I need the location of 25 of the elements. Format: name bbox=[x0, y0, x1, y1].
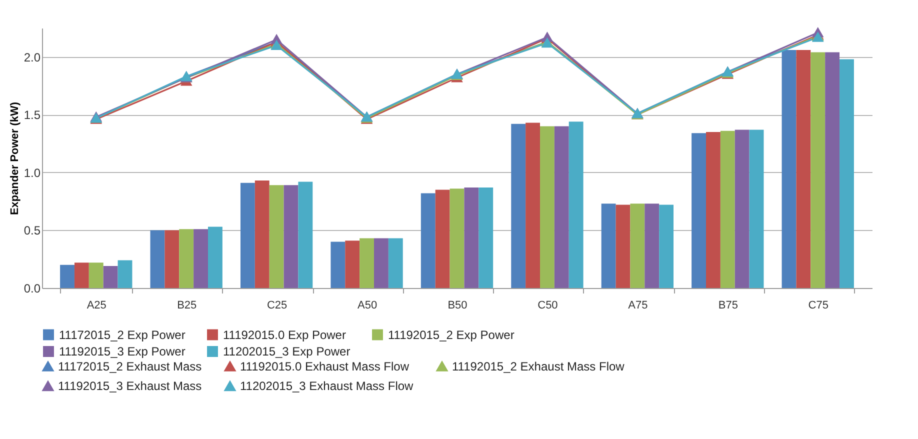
legend-label: 11192015_2 Exp Power bbox=[388, 328, 514, 342]
legend-label: 11192015_3 Exhaust Mass bbox=[58, 379, 202, 393]
y-axis-title: Expander Power (kW) bbox=[8, 102, 21, 216]
legend-label: 11202015_3 Exp Power bbox=[223, 344, 350, 358]
x-tick-label: B75 bbox=[718, 300, 738, 312]
x-tick-label: A25 bbox=[86, 300, 106, 312]
legend-label: 11192015.0 Exp Power bbox=[223, 328, 346, 342]
x-tick-label: A75 bbox=[628, 300, 648, 312]
x-tick-label: B25 bbox=[177, 300, 197, 312]
legend-label: 11172015_2 Exhaust Mass bbox=[58, 359, 202, 374]
y-tick-label: 0.0 bbox=[24, 282, 41, 296]
legend-label: 11172015_2 Exp Power bbox=[59, 328, 186, 342]
x-tick-label: C50 bbox=[538, 300, 558, 312]
y-tick-label: 1.0 bbox=[24, 166, 41, 180]
legend-label: 11192015.0 Exhaust Mass Flow bbox=[240, 359, 410, 374]
y-tick-label: 0.5 bbox=[24, 224, 41, 238]
legend-label: 11192015_2 Exhaust Mass Flow bbox=[452, 359, 625, 374]
x-tick-label: B50 bbox=[448, 300, 468, 312]
y-tick-label: 2.0 bbox=[24, 50, 41, 64]
legend-label: 11192015_3 Exp Power bbox=[59, 344, 186, 358]
x-tick-label: C25 bbox=[266, 300, 288, 312]
x-tick-label: A50 bbox=[357, 300, 378, 312]
legend-label: 11202015_3 Exhaust Mass Flow bbox=[240, 379, 414, 393]
x-tick-label: C75 bbox=[808, 300, 828, 312]
y-tick-label: 1.5 bbox=[24, 108, 41, 122]
